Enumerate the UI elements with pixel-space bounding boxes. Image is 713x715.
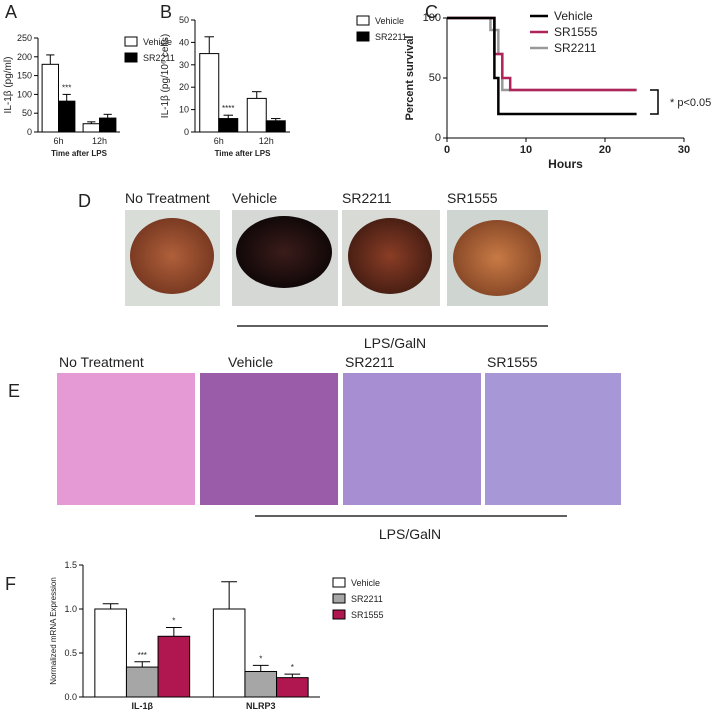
legend-swatch <box>332 577 346 588</box>
panel-label: F <box>5 574 16 594</box>
y-tick-label: 0 <box>184 127 189 137</box>
y-tick-label: 0 <box>435 132 441 144</box>
y-tick-label: 0.5 <box>64 648 77 658</box>
y-tick-label: 50 <box>179 15 189 25</box>
bar <box>244 670 278 698</box>
legend-label: Vehicle <box>143 37 172 47</box>
legend-label: SR2211 <box>554 41 597 55</box>
legend-label: Vehicle <box>375 16 404 26</box>
photo-caption: Vehicle <box>228 354 273 370</box>
bar <box>212 608 246 698</box>
x-tick-label: 10 <box>520 144 532 156</box>
x-tick-label: 12h <box>259 136 274 146</box>
y-tick-label: 0 <box>27 127 32 137</box>
photo-caption: No Treatment <box>125 190 210 206</box>
y-tick-label: 30 <box>179 60 189 70</box>
y-tick-label: 200 <box>17 52 32 62</box>
x-axis-label: Time after LPS <box>215 149 272 158</box>
x-tick-label: 12h <box>92 136 107 146</box>
legend-label: SR2211 <box>375 32 407 42</box>
bar <box>218 118 239 133</box>
significance: *** <box>62 83 71 92</box>
y-tick-label: 100 <box>17 89 32 99</box>
y-tick-label: 50 <box>22 108 32 118</box>
bar <box>99 117 117 133</box>
legend-swatch <box>332 593 346 604</box>
x-tick-label: 30 <box>678 144 690 156</box>
legend-label: SR2211 <box>351 594 383 604</box>
panel-label: E <box>8 381 20 401</box>
legend-label: Vehicle <box>351 578 380 588</box>
legend-swatch <box>356 31 370 42</box>
y-axis-label: Normalized mRNA Expression <box>49 577 58 685</box>
bracket <box>650 89 659 115</box>
bar <box>157 635 191 698</box>
survival-line <box>447 16 637 116</box>
survival-line <box>447 16 637 92</box>
y-tick-label: 100 <box>423 12 441 24</box>
y-axis-label: IL-1β (pg/10⁶ cells) <box>160 34 171 118</box>
legend-label: SR1555 <box>351 610 384 620</box>
photo-caption: SR1555 <box>447 190 498 206</box>
group-label: LPS/GalN <box>379 526 441 542</box>
x-axis-label: Hours <box>548 157 583 171</box>
legend-swatch <box>332 609 346 620</box>
y-tick-label: 1.0 <box>64 604 77 614</box>
legend-label: SR1555 <box>554 25 598 39</box>
bar <box>265 120 286 133</box>
significance: * <box>259 654 262 663</box>
legend-label: Vehicle <box>554 9 593 23</box>
photo-caption: No Treatment <box>59 354 144 370</box>
photo-caption: Vehicle <box>232 190 277 206</box>
legend-label: SR2211 <box>143 53 175 63</box>
bar <box>246 97 267 133</box>
histology-images <box>57 373 621 505</box>
photo-caption: SR2211 <box>342 190 392 206</box>
legend-swatch <box>124 52 138 63</box>
liver-photos <box>125 210 548 306</box>
bar <box>41 63 59 133</box>
x-tick-label: 20 <box>599 144 611 156</box>
y-tick-label: 1.5 <box>64 560 77 570</box>
significance: **** <box>222 104 234 113</box>
x-tick-label: 6h <box>214 136 224 146</box>
bar <box>199 53 220 133</box>
panel-label: A <box>5 2 17 22</box>
bar <box>82 123 100 133</box>
significance: * <box>172 616 175 625</box>
legend-swatch <box>356 15 370 26</box>
panel-label: B <box>160 2 172 22</box>
y-axis-label: IL-1β (pg/ml) <box>3 57 14 114</box>
y-tick-label: 150 <box>17 71 32 81</box>
bar <box>276 677 309 698</box>
y-tick-label: 250 <box>17 33 32 43</box>
group-label: LPS/GalN <box>364 335 426 351</box>
photo-caption: SR1555 <box>487 354 538 370</box>
bar <box>94 608 127 698</box>
significance: * <box>291 663 294 672</box>
annotation: * p<0.05 <box>670 97 711 109</box>
x-tick-label: NLRP3 <box>246 701 276 710</box>
survival-line <box>447 16 637 92</box>
panel-label: C <box>425 2 438 22</box>
y-tick-label: 10 <box>179 105 189 115</box>
photo-caption: SR2211 <box>345 354 395 370</box>
y-tick-label: 20 <box>179 82 189 92</box>
x-tick-label: 0 <box>444 144 450 156</box>
bar <box>125 666 159 698</box>
y-tick-label: 40 <box>179 37 189 47</box>
y-tick-label: 0.0 <box>64 692 77 702</box>
x-tick-label: 6h <box>53 136 63 146</box>
legend-swatch <box>124 36 138 47</box>
significance: *** <box>138 651 147 660</box>
y-axis-label: Percent survival <box>404 36 416 121</box>
panel-label: D <box>78 191 91 211</box>
bar <box>58 100 76 133</box>
x-axis-label: Time after LPS <box>51 149 108 158</box>
y-tick-label: 50 <box>429 72 441 84</box>
x-tick-label: IL-1β <box>132 701 154 710</box>
